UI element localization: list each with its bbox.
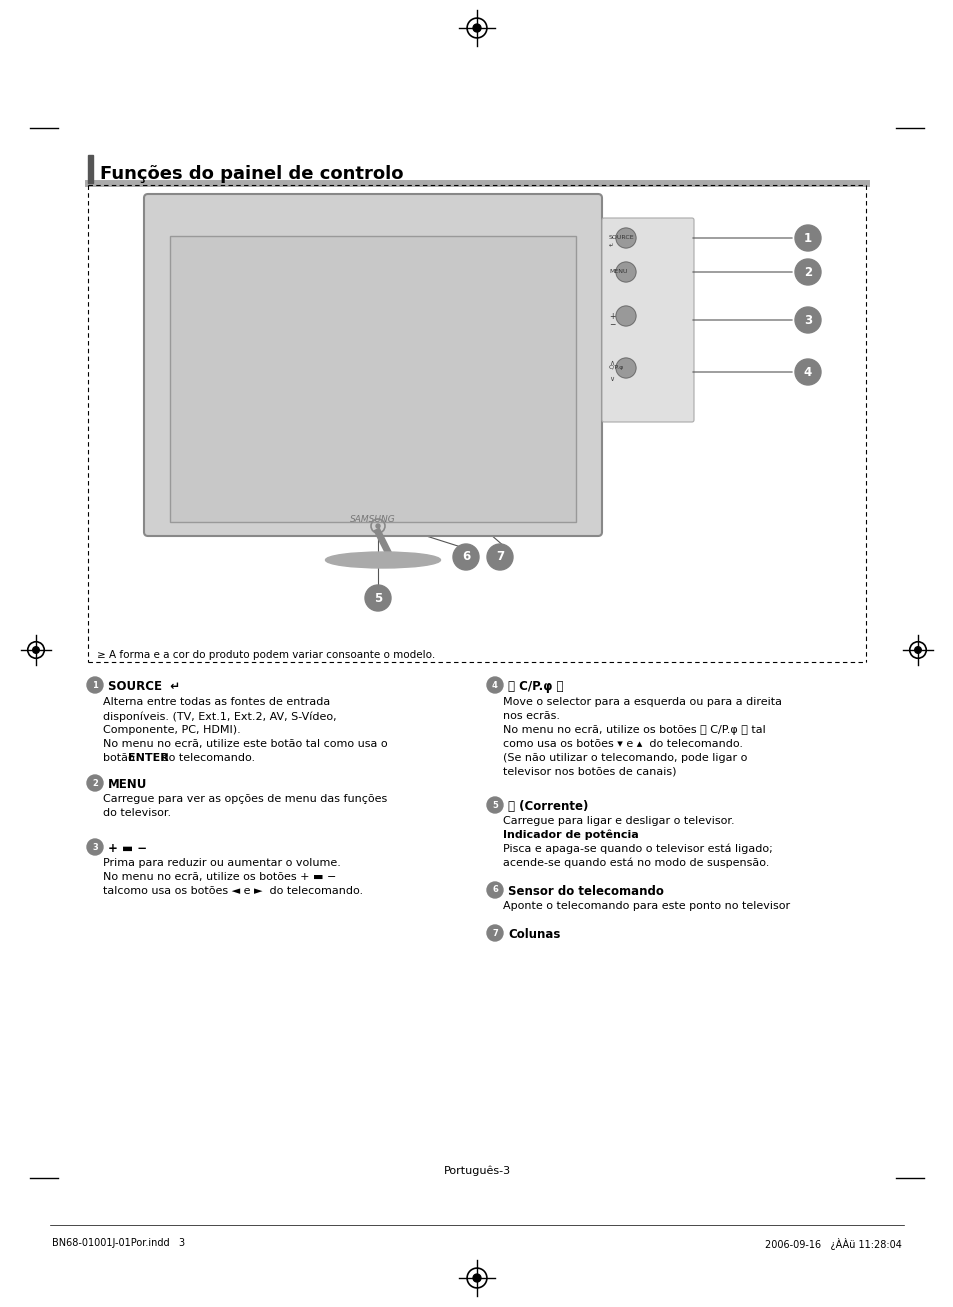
Text: + ▬ −: + ▬ −: [108, 842, 147, 855]
Circle shape: [375, 524, 379, 528]
FancyBboxPatch shape: [144, 193, 601, 536]
Text: 4: 4: [803, 366, 811, 379]
Text: ENTER: ENTER: [128, 753, 169, 763]
Circle shape: [87, 775, 103, 791]
Circle shape: [486, 797, 502, 813]
Circle shape: [486, 544, 513, 570]
Text: acende-se quando está no modo de suspensão.: acende-se quando está no modo de suspens…: [502, 857, 768, 868]
Text: 2: 2: [803, 265, 811, 278]
Circle shape: [794, 259, 821, 285]
Text: Aponte o telecomando para este ponto no televisor: Aponte o telecomando para este ponto no …: [502, 901, 789, 911]
Circle shape: [486, 677, 502, 693]
Text: 7: 7: [492, 928, 497, 937]
Text: Sensor do telecomando: Sensor do telecomando: [507, 885, 663, 898]
Circle shape: [616, 306, 636, 325]
Bar: [170, 237, 576, 521]
Text: MENU: MENU: [108, 778, 147, 791]
Text: +: +: [608, 312, 615, 322]
Circle shape: [914, 647, 921, 654]
Text: Colunas: Colunas: [507, 928, 559, 941]
Text: No menu no ecrã, utilize os botões + ▬ −: No menu no ecrã, utilize os botões + ▬ −: [103, 872, 336, 882]
Text: Carregue para ver as opções de menu das funções: Carregue para ver as opções de menu das …: [103, 793, 387, 804]
FancyBboxPatch shape: [601, 218, 693, 422]
Circle shape: [473, 1274, 480, 1282]
Circle shape: [794, 225, 821, 251]
Bar: [88, 156, 92, 183]
Text: 1: 1: [92, 681, 98, 690]
Text: botão: botão: [103, 753, 138, 763]
Text: SAMSUNG: SAMSUNG: [350, 515, 395, 524]
Text: Pisca e apaga-se quando o televisor está ligado;: Pisca e apaga-se quando o televisor está…: [502, 844, 772, 855]
Text: do televisor.: do televisor.: [103, 808, 171, 818]
Text: C/P.φ: C/P.φ: [608, 365, 623, 370]
Text: Alterna entre todas as fontes de entrada: Alterna entre todas as fontes de entrada: [103, 697, 330, 707]
Text: BN68-01001J-01Por.indd   3: BN68-01001J-01Por.indd 3: [52, 1238, 185, 1248]
Text: Prima para reduzir ou aumentar o volume.: Prima para reduzir ou aumentar o volume.: [103, 857, 340, 868]
Text: 1: 1: [803, 231, 811, 244]
Text: 2: 2: [92, 779, 98, 788]
Text: ↵: ↵: [608, 243, 613, 248]
Text: 6: 6: [492, 886, 497, 894]
Text: televisor nos botões de canais): televisor nos botões de canais): [502, 767, 676, 776]
Circle shape: [87, 677, 103, 693]
Text: nos ecrãs.: nos ecrãs.: [502, 711, 559, 721]
Text: 5: 5: [492, 800, 497, 809]
Text: disponíveis. (TV, Ext.1, Ext.2, AV, S-Vídeo,: disponíveis. (TV, Ext.1, Ext.2, AV, S-Ví…: [103, 711, 336, 721]
Circle shape: [616, 261, 636, 282]
Text: Componente, PC, HDMI).: Componente, PC, HDMI).: [103, 725, 240, 735]
Circle shape: [616, 227, 636, 248]
Circle shape: [794, 359, 821, 386]
Text: SOURCE  ↵: SOURCE ↵: [108, 680, 180, 693]
Circle shape: [794, 307, 821, 333]
Text: talcomo usa os botões ◄ e ►  do telecomando.: talcomo usa os botões ◄ e ► do telecoman…: [103, 886, 363, 897]
Text: −: −: [608, 320, 615, 329]
Text: ∧: ∧: [608, 359, 614, 366]
Text: No menu no ecrã, utilize os botões 〈 C/P.φ 〉 tal: No menu no ecrã, utilize os botões 〈 C/P…: [502, 725, 765, 735]
Text: SOURCE: SOURCE: [608, 235, 634, 240]
Circle shape: [87, 839, 103, 855]
Text: Carregue para ligar e desligar o televisor.: Carregue para ligar e desligar o televis…: [502, 816, 734, 826]
Text: ≥ A forma e a cor do produto podem variar consoante o modelo.: ≥ A forma e a cor do produto podem varia…: [97, 650, 435, 660]
Text: ∨: ∨: [608, 376, 614, 382]
Ellipse shape: [325, 552, 440, 569]
Text: do telecomando.: do telecomando.: [158, 753, 254, 763]
Text: 5: 5: [374, 592, 382, 605]
Circle shape: [453, 544, 478, 570]
Text: Português-3: Português-3: [443, 1165, 510, 1175]
Circle shape: [486, 882, 502, 898]
Circle shape: [616, 358, 636, 378]
Circle shape: [473, 24, 480, 31]
Text: (Se não utilizar o telecomando, pode ligar o: (Se não utilizar o telecomando, pode lig…: [502, 753, 746, 763]
Text: 6: 6: [461, 550, 470, 563]
Text: MENU: MENU: [608, 269, 627, 274]
Text: No menu no ecrã, utilize este botão tal como usa o: No menu no ecrã, utilize este botão tal …: [103, 738, 387, 749]
Text: Funções do painel de controlo: Funções do painel de controlo: [100, 165, 403, 183]
Circle shape: [32, 647, 39, 654]
Text: 7: 7: [496, 550, 503, 563]
Text: Move o selector para a esquerda ou para a direita: Move o selector para a esquerda ou para …: [502, 697, 781, 707]
Text: Indicador de potência: Indicador de potência: [502, 830, 639, 840]
Text: 〈 C/P.φ 〉: 〈 C/P.φ 〉: [507, 680, 563, 693]
Text: 2006-09-16   ¿ÀÀü 11:28:04: 2006-09-16 ¿ÀÀü 11:28:04: [764, 1238, 901, 1249]
Text: ⏻ (Corrente): ⏻ (Corrente): [507, 800, 588, 813]
Text: 3: 3: [803, 314, 811, 327]
Text: como usa os botões ▾ e ▴  do telecomando.: como usa os botões ▾ e ▴ do telecomando.: [502, 738, 742, 749]
Circle shape: [365, 586, 391, 610]
Text: 4: 4: [492, 681, 497, 690]
Text: 3: 3: [92, 843, 98, 851]
Circle shape: [486, 925, 502, 941]
